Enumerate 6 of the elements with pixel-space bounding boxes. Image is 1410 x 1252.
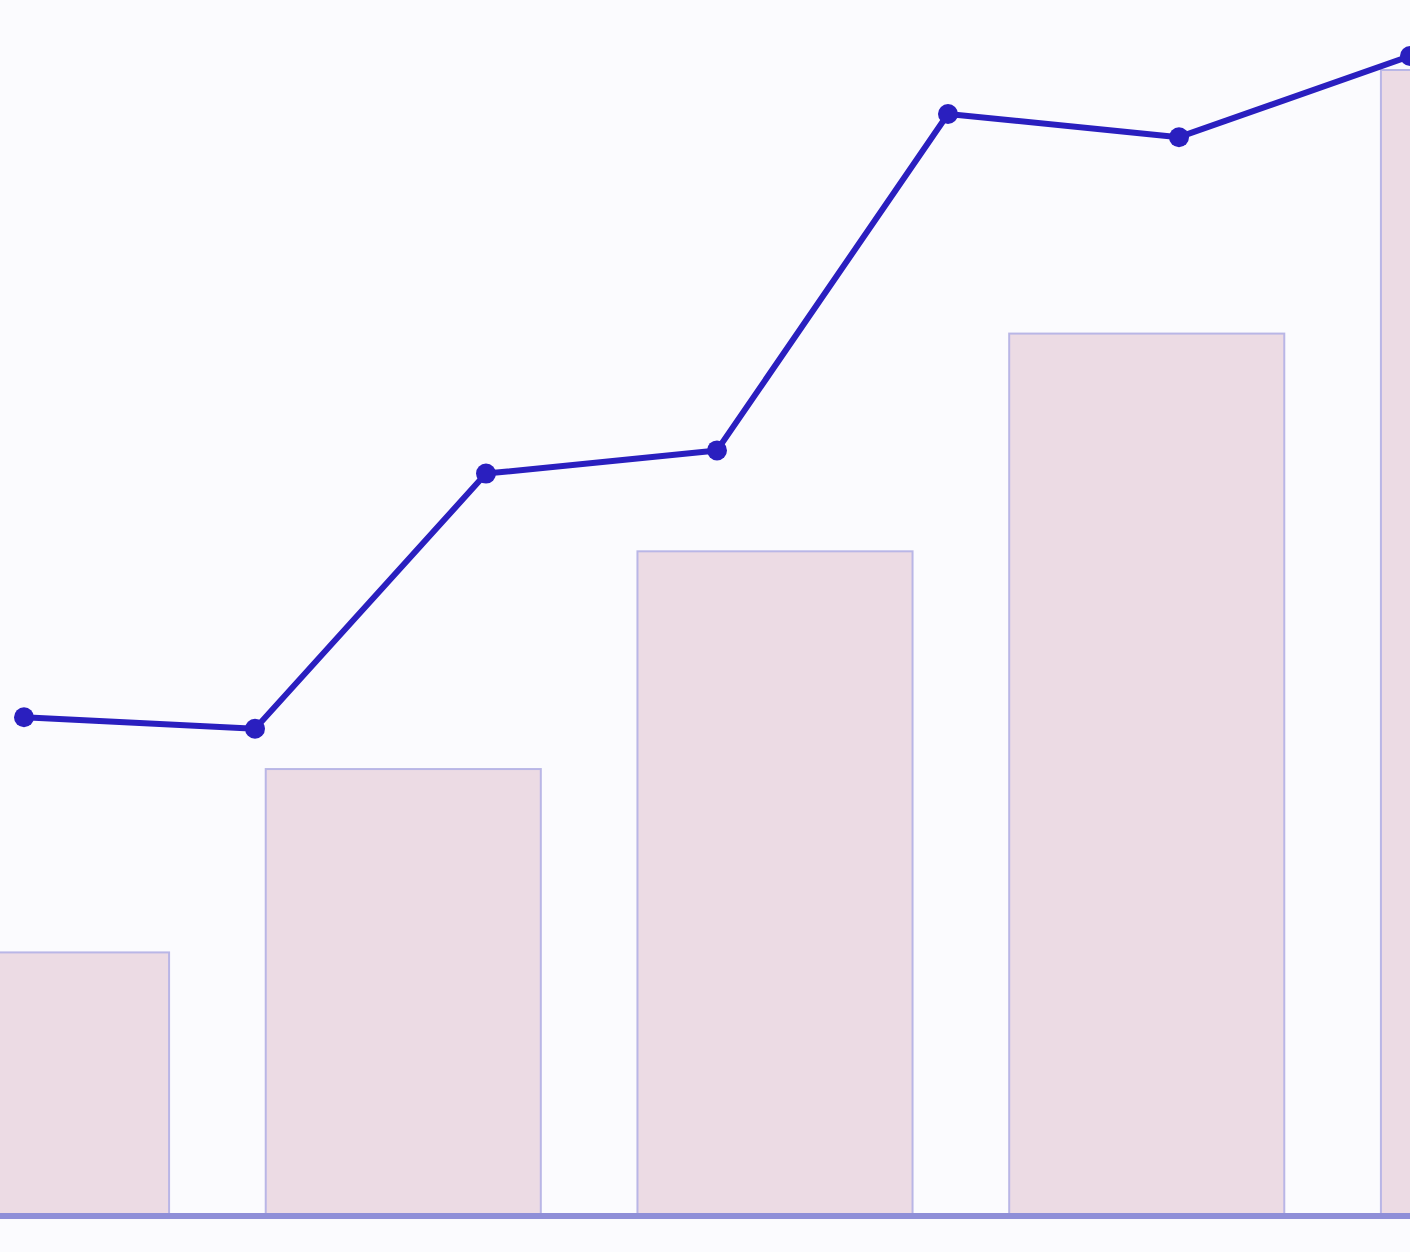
- point: [938, 104, 958, 124]
- point: [14, 707, 34, 728]
- point: [476, 463, 496, 484]
- point: [245, 718, 265, 739]
- point: [1169, 127, 1189, 148]
- point: [707, 440, 727, 461]
